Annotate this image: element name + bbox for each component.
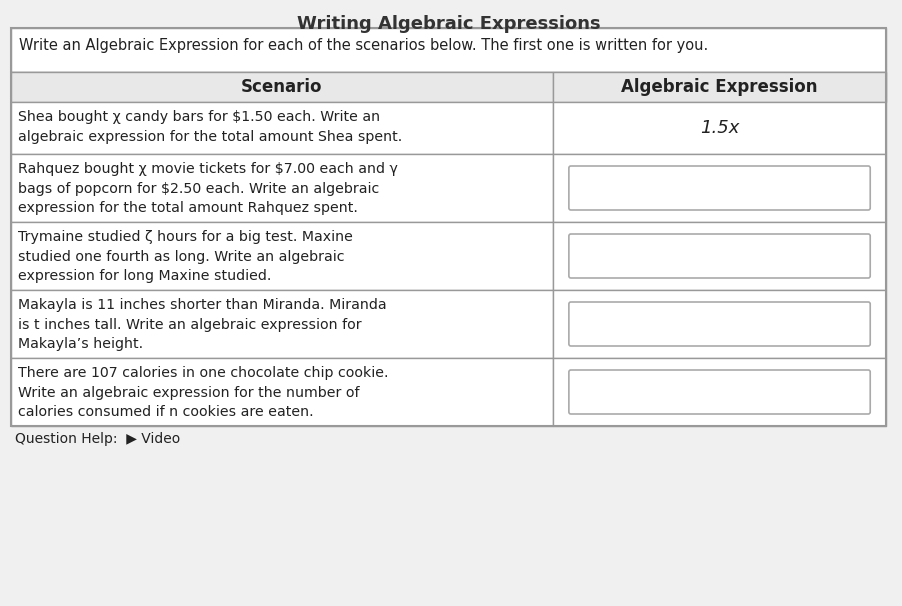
FancyBboxPatch shape [569,166,870,210]
Bar [11,72,553,102]
Bar [11,72,886,102]
Text: Writing Algebraic Expressions: Writing Algebraic Expressions [297,15,601,33]
Text: Rahquez bought χ movie tickets for $7.00 each and γ
bags of popcorn for $2.50 ea: Rahquez bought χ movie tickets for $7.00… [18,162,398,215]
Text: Scenario: Scenario [241,78,323,96]
Bar [553,72,886,102]
Bar [553,102,886,154]
Bar [553,358,886,426]
Bar [11,102,553,154]
Text: There are 107 calories in one chocolate chip cookie.
Write an algebraic expressi: There are 107 calories in one chocolate … [18,366,389,419]
Text: Question Help:  ▶ Video: Question Help: ▶ Video [15,432,180,446]
Text: Write an Algebraic Expression for each of the scenarios below. The first one is : Write an Algebraic Expression for each o… [19,38,708,53]
Bar [11,358,553,426]
FancyBboxPatch shape [569,370,870,414]
Bar [11,222,553,290]
Bar [553,154,886,222]
Bar [11,28,886,72]
Text: 1.5x: 1.5x [700,119,740,137]
FancyBboxPatch shape [569,234,870,278]
Text: Makayla is 11 inches shorter than Miranda. Miranda
is t inches tall. Write an al: Makayla is 11 inches shorter than Mirand… [18,298,387,351]
Bar [11,28,886,426]
FancyBboxPatch shape [569,302,870,346]
Text: Trymaine studied ζ hours for a big test. Maxine
studied one fourth as long. Writ: Trymaine studied ζ hours for a big test.… [18,230,353,283]
Bar [553,290,886,358]
Text: Shea bought χ candy bars for $1.50 each. Write an
algebraic expression for the t: Shea bought χ candy bars for $1.50 each.… [18,110,402,144]
Bar [11,290,553,358]
Text: Algebraic Expression: Algebraic Expression [621,78,818,96]
Bar [11,154,553,222]
Bar [553,222,886,290]
